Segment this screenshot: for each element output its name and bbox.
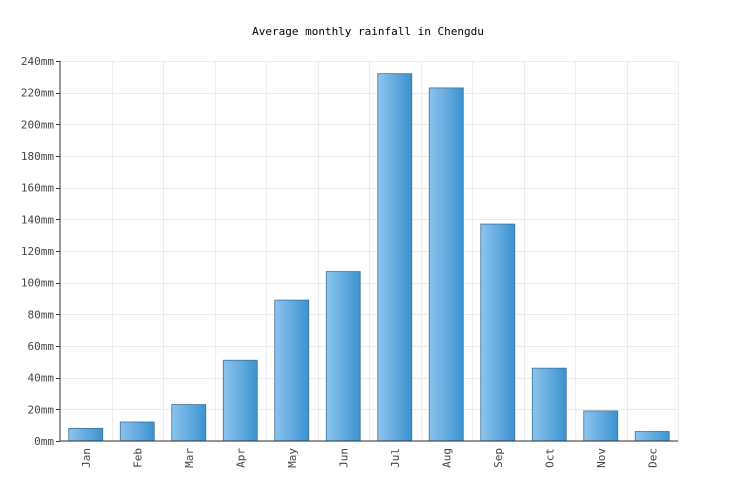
bar-sep	[480, 223, 516, 442]
axes	[56, 61, 678, 442]
bar-feb	[119, 421, 155, 442]
y-tick-label: 160mm	[21, 182, 54, 195]
y-tick-label: 180mm	[21, 150, 54, 163]
y-tick-label: 60mm	[28, 340, 55, 353]
y-tick-label: 0mm	[34, 435, 54, 448]
x-tick-label: Nov	[595, 448, 608, 468]
y-tick-label: 80mm	[28, 308, 55, 321]
x-tick-label: Jan	[80, 448, 93, 468]
y-tick-labels: 0mm 20mm 40mm 60mm 80mm 100mm 120mm 140mm 160mm 1…	[21, 55, 54, 448]
y-tick-label: 20mm	[28, 403, 55, 416]
bar-may	[274, 299, 310, 442]
x-tick-label: Mar	[183, 448, 196, 468]
x-tick-label: Aug	[440, 448, 453, 468]
y-tick-label: 240mm	[21, 55, 54, 68]
y-tick-label: 200mm	[21, 118, 54, 131]
y-tick-label: 140mm	[21, 213, 54, 226]
bar-jun	[325, 271, 361, 442]
y-tick-label: 100mm	[21, 277, 54, 290]
grid-lines	[60, 61, 679, 442]
x-tick-label: Jul	[389, 448, 402, 468]
y-tick-label: 120mm	[21, 245, 54, 258]
bar-dec	[634, 431, 670, 442]
y-tick-label: 40mm	[28, 372, 55, 385]
x-tick-label: Apr	[234, 448, 247, 468]
x-tick-label: Jun	[337, 448, 350, 468]
x-tick-labels: Jan Feb Mar Apr May Jun Jul Aug Sep Oct Nov Dec	[80, 448, 660, 468]
x-tick-label: Feb	[131, 448, 144, 468]
x-tick-label: Oct	[543, 448, 556, 468]
y-tick-label: 220mm	[21, 87, 54, 100]
x-tick-label: Dec	[646, 448, 659, 468]
x-tick-label: May	[286, 448, 299, 468]
bar-jan	[68, 427, 104, 442]
bar-oct	[531, 367, 567, 442]
bar-apr	[222, 359, 258, 442]
bar-aug	[428, 87, 464, 442]
chart-title: Average monthly rainfall in Chengdu	[252, 25, 484, 38]
bar-nov	[583, 410, 619, 442]
bars	[68, 73, 670, 442]
bar-jul	[377, 73, 413, 442]
x-tick-label: Sep	[492, 448, 505, 468]
bar-mar	[171, 404, 207, 442]
